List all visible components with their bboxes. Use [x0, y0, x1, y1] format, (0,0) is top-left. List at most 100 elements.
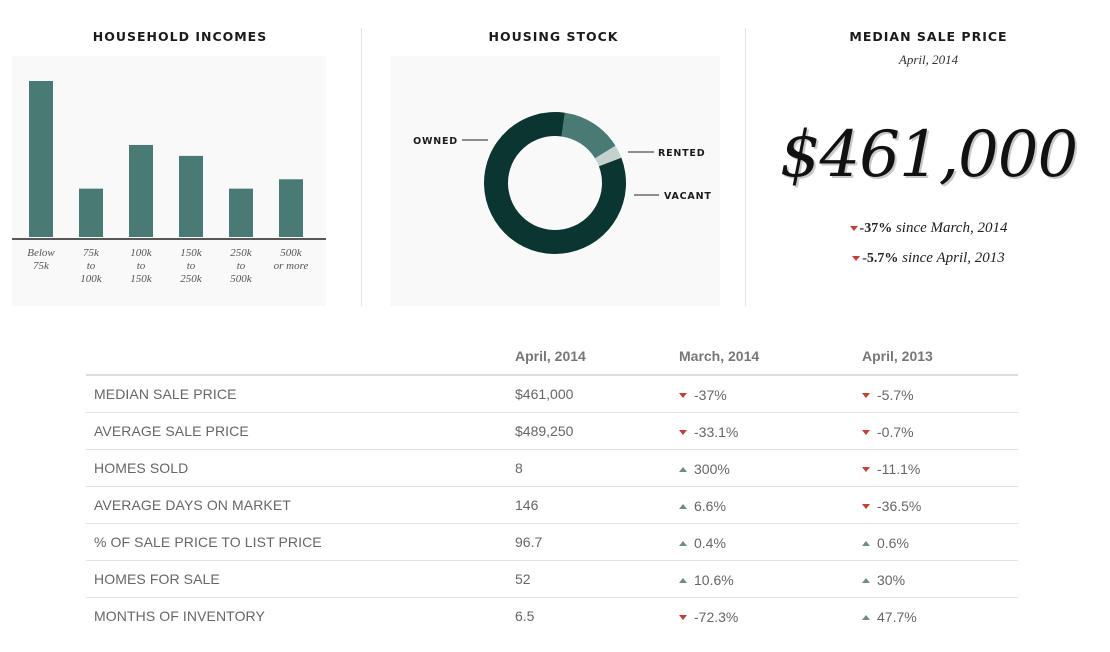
- housing-stock-panel: HOUSING STOCK OWNED RENTED VACANT: [362, 0, 745, 310]
- housing-stock-donut-chart: OWNED RENTED VACANT: [413, 112, 712, 254]
- category-label: 75k: [83, 247, 100, 259]
- category-label: to: [137, 260, 146, 272]
- change-indicator: 0.6%: [862, 535, 909, 551]
- value-april-2014: 146: [507, 486, 671, 524]
- price-change-value: -5.7%: [862, 251, 899, 266]
- price-date: April, 2014: [898, 52, 959, 67]
- down-triangle-icon: [862, 503, 870, 509]
- table-header-row: April, 2014 March, 2014 April, 2013: [86, 338, 1018, 376]
- change-indicator: 0.4%: [679, 535, 726, 551]
- change-value: 300%: [694, 461, 730, 478]
- metric-name: HOMES SOLD: [86, 449, 507, 487]
- change-march-2014: -72.3%: [671, 598, 854, 635]
- category-label: 150k: [130, 273, 153, 285]
- category-label: 100k: [80, 273, 103, 285]
- category-label: Below: [27, 247, 55, 259]
- table-header-april-2013: April, 2013: [854, 338, 1018, 376]
- change-april-2013: 47.7%: [854, 598, 1018, 635]
- change-value: -11.1%: [877, 461, 921, 478]
- donut-label: RENTED: [658, 148, 705, 159]
- price-change-yearly: -5.7% since April, 2013: [747, 250, 1110, 267]
- price-change-text: since March, 2014: [892, 220, 1008, 236]
- value-april-2014: $461,000: [507, 375, 671, 413]
- panel-divider: [745, 28, 746, 306]
- rented-slice: [561, 112, 616, 159]
- change-march-2014: 6.6%: [671, 486, 854, 524]
- price-change-monthly: -37% since March, 2014: [747, 220, 1110, 237]
- change-march-2014: 300%: [671, 449, 854, 487]
- change-indicator: 6.6%: [679, 498, 726, 514]
- change-april-2013: 30%: [854, 560, 1018, 598]
- category-label: 100k: [130, 247, 153, 259]
- up-triangle-icon: [679, 577, 687, 583]
- donut-label: VACANT: [664, 191, 712, 202]
- down-triangle-icon: [679, 429, 687, 435]
- change-indicator: -11.1%: [862, 461, 920, 477]
- down-triangle-icon: [862, 466, 870, 472]
- price-change-text: since April, 2013: [898, 250, 1005, 266]
- change-indicator: -36.5%: [862, 498, 921, 514]
- change-indicator: 47.7%: [862, 609, 917, 625]
- change-value: -5.7%: [877, 387, 914, 404]
- metric-name: % OF SALE PRICE TO LIST PRICE: [86, 523, 507, 561]
- change-indicator: -37%: [679, 387, 727, 403]
- metric-name: MEDIAN SALE PRICE: [86, 375, 507, 413]
- change-indicator: 10.6%: [679, 572, 734, 588]
- up-triangle-icon: [862, 540, 870, 546]
- down-triangle-icon: [679, 392, 687, 398]
- change-march-2014: 10.6%: [671, 560, 854, 598]
- change-value: 6.6%: [694, 498, 726, 515]
- table-row: MONTHS OF INVENTORY 6.5 -72.3% 47.7%: [86, 598, 1018, 635]
- change-indicator: 300%: [679, 461, 730, 477]
- category-label: 500k: [230, 273, 253, 285]
- income-bar: [179, 155, 203, 237]
- table-row: % OF SALE PRICE TO LIST PRICE 96.7 0.4% 0.6…: [86, 523, 1018, 561]
- change-value: -33.1%: [694, 424, 739, 441]
- change-april-2013: -11.1%: [854, 449, 1018, 487]
- category-label: 250k: [180, 273, 203, 285]
- change-value: 0.6%: [877, 535, 909, 552]
- table-body: MEDIAN SALE PRICE $461,000 -37% -5.7% AVERAG…: [86, 375, 1018, 634]
- median-sale-price-title: MEDIAN SALE PRICE: [849, 29, 1008, 44]
- owned-slice: [484, 112, 626, 254]
- category-label: or more: [274, 260, 309, 272]
- change-march-2014: -37%: [671, 375, 854, 413]
- change-value: 0.4%: [694, 535, 726, 552]
- change-value: 10.6%: [694, 572, 734, 589]
- income-bar: [279, 179, 303, 237]
- housing-chart-background: [390, 56, 720, 306]
- table-header-april-2014: April, 2014: [507, 338, 671, 376]
- household-incomes-panel: HOUSEHOLD INCOMES Below 75k 75k to 100k 100k t…: [0, 0, 360, 310]
- change-indicator: -0.7%: [862, 424, 914, 440]
- change-indicator: 30%: [862, 572, 905, 588]
- category-label: 75k: [33, 260, 50, 272]
- down-triangle-icon: [862, 392, 870, 398]
- table-row: HOMES SOLD 8 300% -11.1%: [86, 449, 1018, 487]
- market-stats-table: April, 2014 March, 2014 April, 2013 MEDI…: [86, 338, 1018, 634]
- change-indicator: -33.1%: [679, 424, 738, 440]
- table-row: AVERAGE DAYS ON MARKET 146 6.6% -36.5%: [86, 486, 1018, 524]
- down-triangle-icon: [862, 429, 870, 435]
- down-triangle-icon: [852, 256, 861, 262]
- metric-name: AVERAGE DAYS ON MARKET: [86, 486, 507, 524]
- change-value: -36.5%: [877, 498, 922, 515]
- up-triangle-icon: [679, 503, 687, 509]
- value-april-2014: 96.7: [507, 523, 671, 561]
- category-label: 150k: [180, 247, 203, 259]
- change-value: -37%: [694, 387, 727, 404]
- category-label: to: [87, 260, 96, 272]
- change-april-2013: 0.6%: [854, 523, 1018, 561]
- category-label: 250k: [230, 247, 253, 259]
- change-april-2013: -0.7%: [854, 412, 1018, 450]
- metric-name: HOMES FOR SALE: [86, 560, 507, 598]
- household-incomes-title: HOUSEHOLD INCOMES: [92, 29, 268, 44]
- median-sale-price-value: $461,000: [779, 118, 1078, 192]
- change-value: 47.7%: [877, 609, 917, 626]
- value-april-2014: 52: [507, 560, 671, 598]
- income-bar: [29, 81, 53, 237]
- change-value: 30%: [877, 572, 906, 589]
- income-bar: [229, 188, 253, 237]
- median-sale-price-panel: MEDIAN SALE PRICE April, 2014 $461,000 -…: [747, 0, 1110, 310]
- up-triangle-icon: [679, 466, 687, 472]
- category-label: 500k: [280, 247, 303, 259]
